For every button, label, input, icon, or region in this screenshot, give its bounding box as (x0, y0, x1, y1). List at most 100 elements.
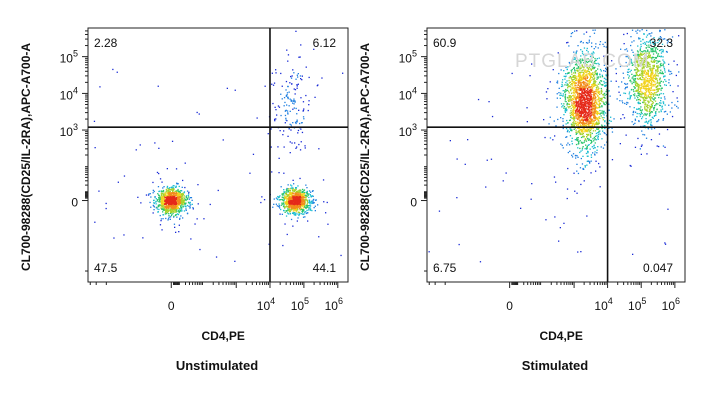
event-dot (598, 105, 601, 107)
event-dot (578, 117, 580, 119)
event-dot (655, 51, 657, 53)
event-dot (290, 208, 292, 210)
event-dot (623, 117, 626, 119)
event-dot (586, 145, 588, 147)
event-dot (598, 117, 600, 119)
event-dot (171, 140, 174, 142)
event-dot (654, 112, 657, 114)
event-dot (569, 98, 572, 100)
event-dot (282, 196, 284, 198)
event-dot (162, 187, 164, 189)
event-dot (299, 149, 302, 151)
event-dot (294, 198, 297, 200)
event-dot (654, 105, 656, 107)
event-dot (580, 150, 582, 152)
event-dot (598, 96, 600, 99)
event-dot (574, 90, 576, 92)
event-dot (572, 79, 574, 81)
event-dot (564, 97, 566, 99)
event-dot (596, 118, 598, 120)
event-dot (575, 85, 577, 87)
event-dot (169, 204, 171, 206)
event-dot (637, 63, 639, 65)
event-dot (582, 108, 584, 111)
event-dot (304, 202, 306, 204)
event-dot (594, 104, 596, 107)
event-dot (580, 74, 582, 77)
event-dot (162, 203, 164, 206)
event-dot (644, 69, 646, 71)
event-dot (641, 85, 643, 87)
event-dot (639, 54, 641, 56)
event-dot (170, 206, 172, 208)
event-dot (576, 138, 578, 140)
event-dot (591, 101, 593, 103)
event-dot (585, 42, 588, 44)
event-dot (641, 68, 644, 70)
event-dot (291, 197, 293, 200)
event-dot (629, 97, 631, 99)
event-dot (580, 88, 582, 91)
event-dot (279, 130, 281, 132)
event-dot (294, 199, 296, 201)
event-dot (581, 66, 583, 68)
event-dot (301, 209, 304, 211)
event-dot (298, 189, 300, 192)
event-dot (252, 153, 255, 155)
event-dot (646, 113, 648, 115)
event-dot (563, 107, 565, 109)
event-dot (590, 97, 592, 99)
event-dot (298, 205, 301, 207)
event-dot (585, 73, 588, 75)
event-dot (308, 205, 310, 207)
event-dot (169, 198, 171, 200)
event-dot (576, 124, 578, 126)
event-dot (281, 213, 283, 215)
event-dot (637, 90, 639, 92)
event-dot (572, 125, 574, 127)
event-dot (153, 202, 155, 204)
event-dot (648, 113, 651, 115)
event-dot (651, 128, 653, 130)
event-dot (593, 52, 595, 54)
event-dot (664, 98, 666, 100)
event-dot (289, 98, 291, 100)
event-dot (175, 191, 178, 193)
event-dot (649, 110, 651, 112)
event-dot (643, 33, 645, 35)
event-dot (428, 251, 430, 253)
event-dot (648, 52, 650, 55)
event-dot (637, 59, 639, 61)
event-dot (652, 43, 654, 45)
event-dot (299, 193, 301, 196)
event-dot (650, 124, 652, 126)
event-dot (641, 117, 643, 120)
event-dot (288, 201, 290, 203)
event-dot (591, 103, 594, 106)
event-dot (657, 68, 659, 70)
event-dot (576, 96, 579, 98)
event-dot (644, 70, 647, 72)
event-dot (590, 98, 592, 100)
event-dot (152, 212, 154, 214)
event-dot (583, 88, 585, 91)
event-dot (638, 107, 640, 110)
event-dot (652, 98, 654, 100)
event-dot (581, 111, 584, 113)
event-dot (292, 225, 294, 227)
event-dot (567, 87, 569, 89)
event-dot (604, 132, 606, 135)
event-dot (634, 75, 636, 77)
event-dot (573, 66, 575, 69)
event-dot (586, 120, 589, 122)
event-dot (181, 193, 183, 195)
event-dot (188, 198, 190, 200)
event-dot (185, 196, 187, 198)
event-dot (637, 65, 639, 68)
event-dot (658, 84, 660, 86)
event-dot (295, 199, 297, 201)
event-dot (577, 79, 579, 82)
event-dot (586, 128, 588, 130)
event-dot (656, 78, 658, 80)
event-dot (288, 196, 291, 199)
